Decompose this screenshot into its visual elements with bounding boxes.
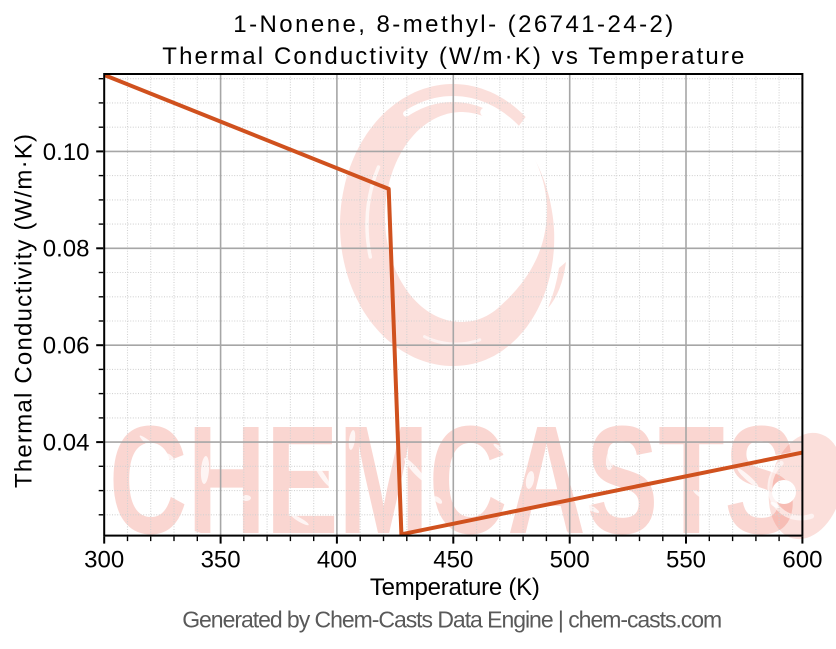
svg-text:500: 500 (550, 547, 590, 574)
svg-text:Thermal Conductivity (W/m·K): Thermal Conductivity (W/m·K) (11, 134, 38, 488)
svg-text:Temperature (K): Temperature (K) (370, 574, 540, 601)
svg-text:350: 350 (201, 547, 241, 574)
svg-text:Thermal Conductivity (W/m·K) v: Thermal Conductivity (W/m·K) vs Temperat… (162, 43, 744, 70)
svg-text:0.08: 0.08 (43, 236, 90, 263)
svg-text:450: 450 (433, 547, 473, 574)
svg-text:0.04: 0.04 (43, 430, 90, 457)
svg-text:400: 400 (317, 547, 357, 574)
svg-text:550: 550 (666, 547, 706, 574)
svg-text:1-Nonene, 8-methyl- (26741-24-: 1-Nonene, 8-methyl- (26741-24-2) (233, 11, 673, 38)
svg-text:600: 600 (782, 547, 822, 574)
svg-text:300: 300 (84, 547, 124, 574)
svg-text:0.06: 0.06 (43, 333, 90, 360)
svg-text:0.10: 0.10 (43, 139, 90, 166)
svg-text:Generated by Chem-Casts Data E: Generated by Chem-Casts Data Engine | ch… (182, 606, 722, 632)
